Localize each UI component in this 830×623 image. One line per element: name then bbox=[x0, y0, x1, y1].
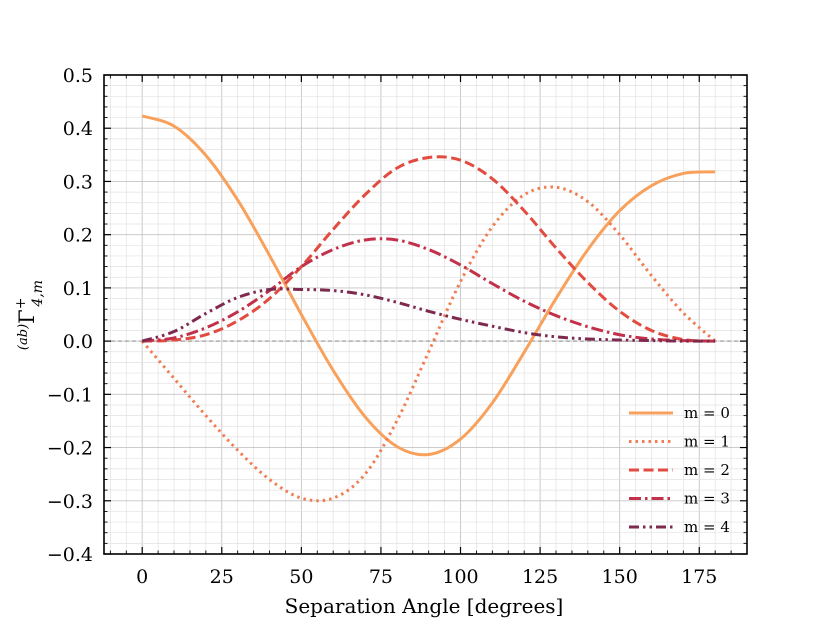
legend-label-m3: m = 3 bbox=[684, 490, 730, 508]
plot-frame bbox=[103, 74, 748, 555]
y-tick-label: 0.0 bbox=[63, 331, 93, 353]
series-line-m1 bbox=[141, 185, 717, 503]
legend-label-m0: m = 0 bbox=[684, 404, 730, 422]
y-axis-label: (ab)Γ+4,m bbox=[13, 280, 46, 350]
legend-label-m2: m = 2 bbox=[684, 461, 730, 479]
x-tick-label: 175 bbox=[681, 566, 717, 588]
grid bbox=[104, 74, 748, 555]
x-tick-label: 75 bbox=[369, 566, 393, 588]
y-label-subscript: 4,m bbox=[30, 280, 46, 308]
y-tick-label: −0.4 bbox=[47, 544, 93, 566]
ticks bbox=[104, 74, 748, 555]
y-tick-label: 0.5 bbox=[63, 65, 93, 87]
x-tick-label: 125 bbox=[522, 566, 558, 588]
y-tick-label: −0.1 bbox=[47, 384, 93, 406]
y-tick-label: 0.4 bbox=[63, 118, 93, 140]
y-tick-label: 0.1 bbox=[63, 278, 93, 300]
y-tick-label: −0.3 bbox=[47, 491, 93, 513]
series-line-m2 bbox=[142, 155, 716, 343]
x-axis-label: Separation Angle [degrees] bbox=[285, 594, 564, 618]
legend: m = 0 m = 1 m = 2 m = 3 m = 4 bbox=[629, 404, 730, 536]
y-tick-label: 0.3 bbox=[63, 171, 93, 193]
y-label-gamma: Γ bbox=[15, 309, 39, 324]
x-tick-labels: 0 25 50 75 100 125 150 175 bbox=[136, 566, 717, 588]
series-line-m0 bbox=[141, 114, 716, 457]
y-tick-label: −0.2 bbox=[47, 438, 93, 460]
series-line-m3 bbox=[142, 237, 716, 343]
x-tick-label: 150 bbox=[602, 566, 638, 588]
y-label-superscript: + bbox=[13, 298, 29, 310]
y-tick-label: 0.2 bbox=[63, 225, 93, 247]
x-tick-label: 100 bbox=[442, 566, 478, 588]
svg-text:(ab)Γ+4,m: (ab)Γ+4,m bbox=[13, 280, 46, 350]
x-tick-label: 0 bbox=[136, 566, 148, 588]
series-group bbox=[141, 114, 717, 503]
x-tick-label: 50 bbox=[289, 566, 313, 588]
x-tick-label: 25 bbox=[210, 566, 234, 588]
y-tick-labels: −0.4 −0.3 −0.2 −0.1 0.0 0.1 0.2 0.3 0.4 0.5 bbox=[47, 65, 93, 566]
series-line-m4 bbox=[141, 287, 716, 343]
y-label-prefix: (ab) bbox=[16, 324, 31, 350]
legend-label-m1: m = 1 bbox=[684, 433, 730, 451]
legend-label-m4: m = 4 bbox=[684, 518, 730, 536]
